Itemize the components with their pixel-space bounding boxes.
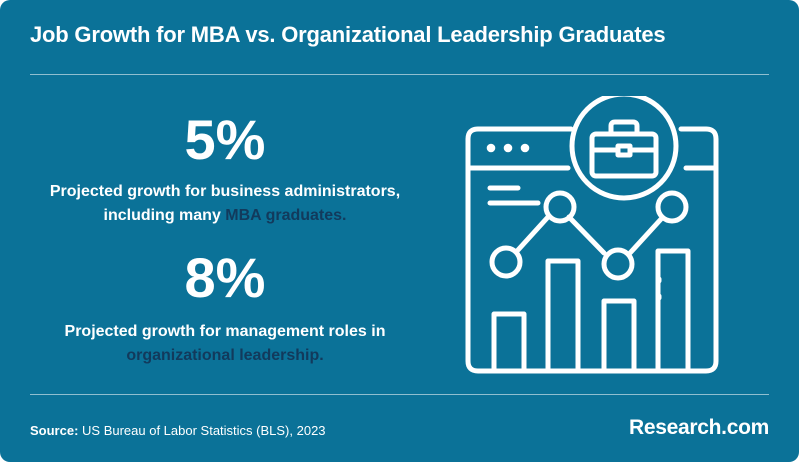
stat-desc-line1: Projected growth for management roles in — [64, 323, 386, 340]
growth-illustration — [465, 96, 719, 374]
bottom-divider — [30, 394, 769, 395]
briefcase-icon — [569, 96, 679, 201]
stat-value: 5% — [184, 108, 266, 171]
stat-description: Projected growth for management roles in… — [20, 320, 430, 368]
line-trend-icon — [489, 190, 689, 281]
bar-chart-icon — [491, 248, 691, 374]
stat-value: 8% — [184, 246, 266, 309]
stat-desc-highlight: organizational leadership. — [126, 347, 324, 364]
browser-window-icon — [465, 126, 719, 374]
brand-logo: Research.com — [629, 416, 769, 439]
source-citation: Source: US Bureau of Labor Statistics (B… — [30, 423, 326, 438]
stat-description: Projected growth for business administra… — [20, 180, 430, 228]
stat-desc-highlight: MBA graduates. — [225, 207, 347, 224]
stat-desc-line1: Projected growth for business administra… — [49, 183, 401, 200]
stat-leadership: 8% Projected growth for management roles… — [20, 250, 430, 368]
stat-desc-line2-prefix: including many — [103, 207, 226, 224]
source-text: US Bureau of Labor Statistics (BLS), 202… — [78, 423, 326, 438]
top-divider — [30, 74, 769, 75]
page-title: Job Growth for MBA vs. Organizational Le… — [30, 22, 666, 47]
stat-mba: 5% Projected growth for business adminis… — [20, 112, 430, 228]
source-label: Source: — [30, 423, 79, 438]
